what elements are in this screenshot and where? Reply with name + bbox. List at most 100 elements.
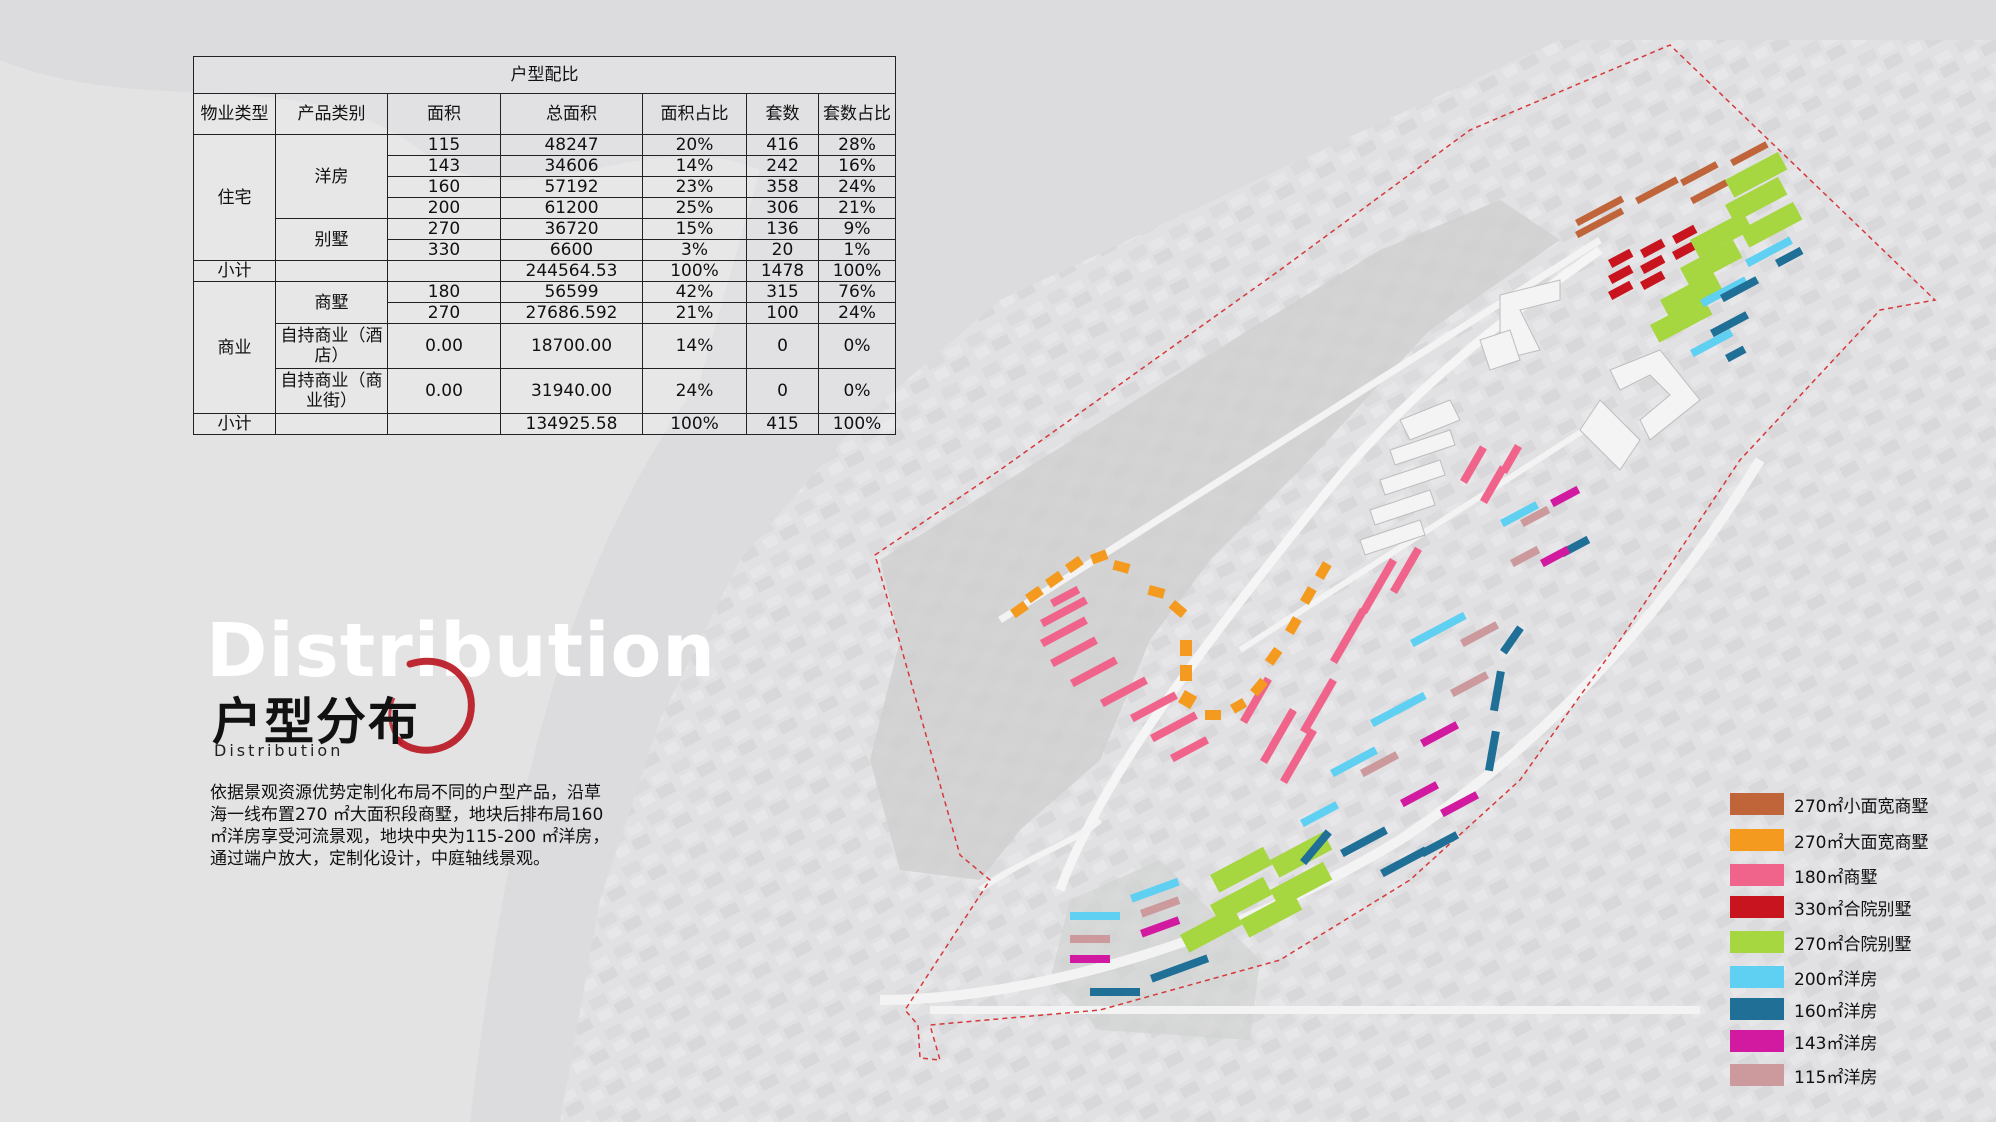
table-cell: 21%	[817, 197, 897, 219]
column-header: 面积	[387, 93, 501, 135]
table-cell: 244564.53	[500, 260, 643, 282]
legend-label: 180㎡商墅	[1794, 868, 1878, 888]
table-cell	[387, 413, 501, 435]
unit-mix-table-container: 户型配比 物业类型 产品类别 面积 总面积 面积占比 套数 套数占比 住宅 洋房…	[192, 56, 897, 435]
table-cell: 24%	[642, 368, 747, 414]
table-cell: 0%	[817, 323, 897, 369]
table-cell: 14%	[642, 155, 747, 177]
legend-label: 200㎡洋房	[1794, 970, 1878, 990]
product-category-cell: 商墅	[275, 281, 388, 324]
table-cell: 416	[746, 134, 819, 156]
table-row: 143 34606 14% 242 16%	[194, 155, 897, 177]
product-category-cell: 自持商业（商业街）	[275, 368, 388, 414]
legend-item: 143㎡洋房	[1730, 1027, 1990, 1054]
legend-label: 143㎡洋房	[1794, 1034, 1878, 1054]
table-cell: 100%	[817, 413, 897, 435]
table-cell: 100%	[642, 260, 747, 282]
legend-swatch	[1730, 1064, 1784, 1086]
column-header: 物业类型	[193, 93, 276, 135]
table-cell: 48247	[500, 134, 643, 156]
legend-item: 270㎡合院别墅	[1730, 928, 1990, 955]
legend-label: 330㎡合院别墅	[1794, 900, 1912, 920]
table-cell: 28%	[817, 134, 897, 156]
table-cell	[275, 260, 388, 282]
table-cell: 24%	[817, 302, 897, 324]
table-row: 商业 商墅 180 56599 42% 315 76%	[193, 281, 897, 414]
table-cell: 小计	[193, 413, 276, 435]
table-cell: 15%	[642, 218, 747, 240]
table-cell: 9%	[817, 218, 897, 240]
table-cell: 61200	[500, 197, 643, 219]
legend-swatch	[1730, 966, 1784, 988]
table-cell: 1%	[817, 239, 897, 261]
table-cell: 6600	[500, 239, 643, 261]
legend-swatch	[1730, 829, 1784, 851]
table-cell: 136	[746, 218, 819, 240]
table-cell: 21%	[642, 302, 747, 324]
table-cell: 0%	[817, 368, 897, 414]
legend-swatch	[1730, 793, 1784, 815]
table-cell: 27686.592	[500, 302, 643, 324]
table-cell: 115	[387, 134, 501, 156]
product-category-cell: 自持商业（酒店）	[275, 323, 388, 369]
table-cell: 270	[387, 218, 501, 240]
column-header: 套数占比	[817, 93, 897, 135]
table-cell: 14%	[642, 323, 747, 369]
table-cell: 23%	[642, 176, 747, 198]
table-cell: 20%	[642, 134, 747, 156]
table-cell: 0.00	[387, 323, 501, 369]
table-cell: 16%	[817, 155, 897, 177]
table-cell: 57192	[500, 176, 643, 198]
property-type-cell: 商业	[193, 281, 276, 414]
table-row: 自持商业（商业街） 0.00 31940.00 24% 0 0%	[194, 368, 897, 414]
subtotal-row: 小计 244564.53 100% 1478 100%	[193, 260, 897, 282]
legend-label: 160㎡洋房	[1794, 1002, 1878, 1022]
legend-swatch	[1730, 864, 1784, 886]
table-cell: 3%	[642, 239, 747, 261]
legend-swatch	[1730, 896, 1784, 918]
legend-label: 270㎡小面宽商墅	[1794, 797, 1929, 817]
column-header: 套数	[746, 93, 819, 135]
legend-item: 160㎡洋房	[1730, 995, 1990, 1022]
legend-swatch	[1730, 998, 1784, 1020]
legend-swatch	[1730, 931, 1784, 953]
table-cell: 100%	[817, 260, 897, 282]
table-cell: 200	[387, 197, 501, 219]
table-cell: 160	[387, 176, 501, 198]
table-cell: 0.00	[387, 368, 501, 414]
table-row: 200 61200 25% 306 21%	[194, 197, 897, 219]
table-cell: 100	[746, 302, 819, 324]
table-cell: 24%	[817, 176, 897, 198]
description-text: 依据景观资源优势定制化布局不同的户型产品，沿草海一线布置270 ㎡大面积段商墅，…	[210, 783, 610, 869]
table-cell: 18700.00	[500, 323, 643, 369]
table-cell: 56599	[500, 281, 643, 303]
english-subheading: Distribution	[214, 741, 344, 760]
table-cell: 358	[746, 176, 819, 198]
table-cell: 180	[387, 281, 501, 303]
column-header: 产品类别	[275, 93, 388, 135]
table-cell: 134925.58	[500, 413, 643, 435]
table-cell: 330	[387, 239, 501, 261]
table-cell: 415	[746, 413, 819, 435]
table-cell: 0	[746, 323, 819, 369]
building-blocks	[1010, 141, 1804, 996]
subtotal-row: 小计 134925.58 100% 415 100%	[193, 413, 897, 435]
table-row: 别墅 270 36720 15% 136 9%	[194, 218, 897, 261]
property-type-cell: 住宅	[193, 134, 276, 261]
product-category-cell: 洋房	[275, 134, 388, 219]
legend-label: 270㎡合院别墅	[1794, 935, 1912, 955]
table-cell: 36720	[500, 218, 643, 240]
table-cell: 31940.00	[500, 368, 643, 414]
table-row: 330 6600 3% 20 1%	[194, 239, 897, 261]
table-cell: 76%	[817, 281, 897, 303]
table-cell: 25%	[642, 197, 747, 219]
table-cell: 0	[746, 368, 819, 414]
legend-swatch	[1730, 1030, 1784, 1052]
chinese-heading: 户型分布	[212, 692, 420, 751]
table-title: 户型配比	[192, 56, 897, 94]
ink-circle-decoration	[388, 657, 475, 754]
table-cell: 34606	[500, 155, 643, 177]
legend-item: 270㎡大面宽商墅	[1730, 826, 1990, 853]
table-cell: 315	[746, 281, 819, 303]
table-row: 270 27686.592 21% 100 24%	[194, 302, 897, 324]
